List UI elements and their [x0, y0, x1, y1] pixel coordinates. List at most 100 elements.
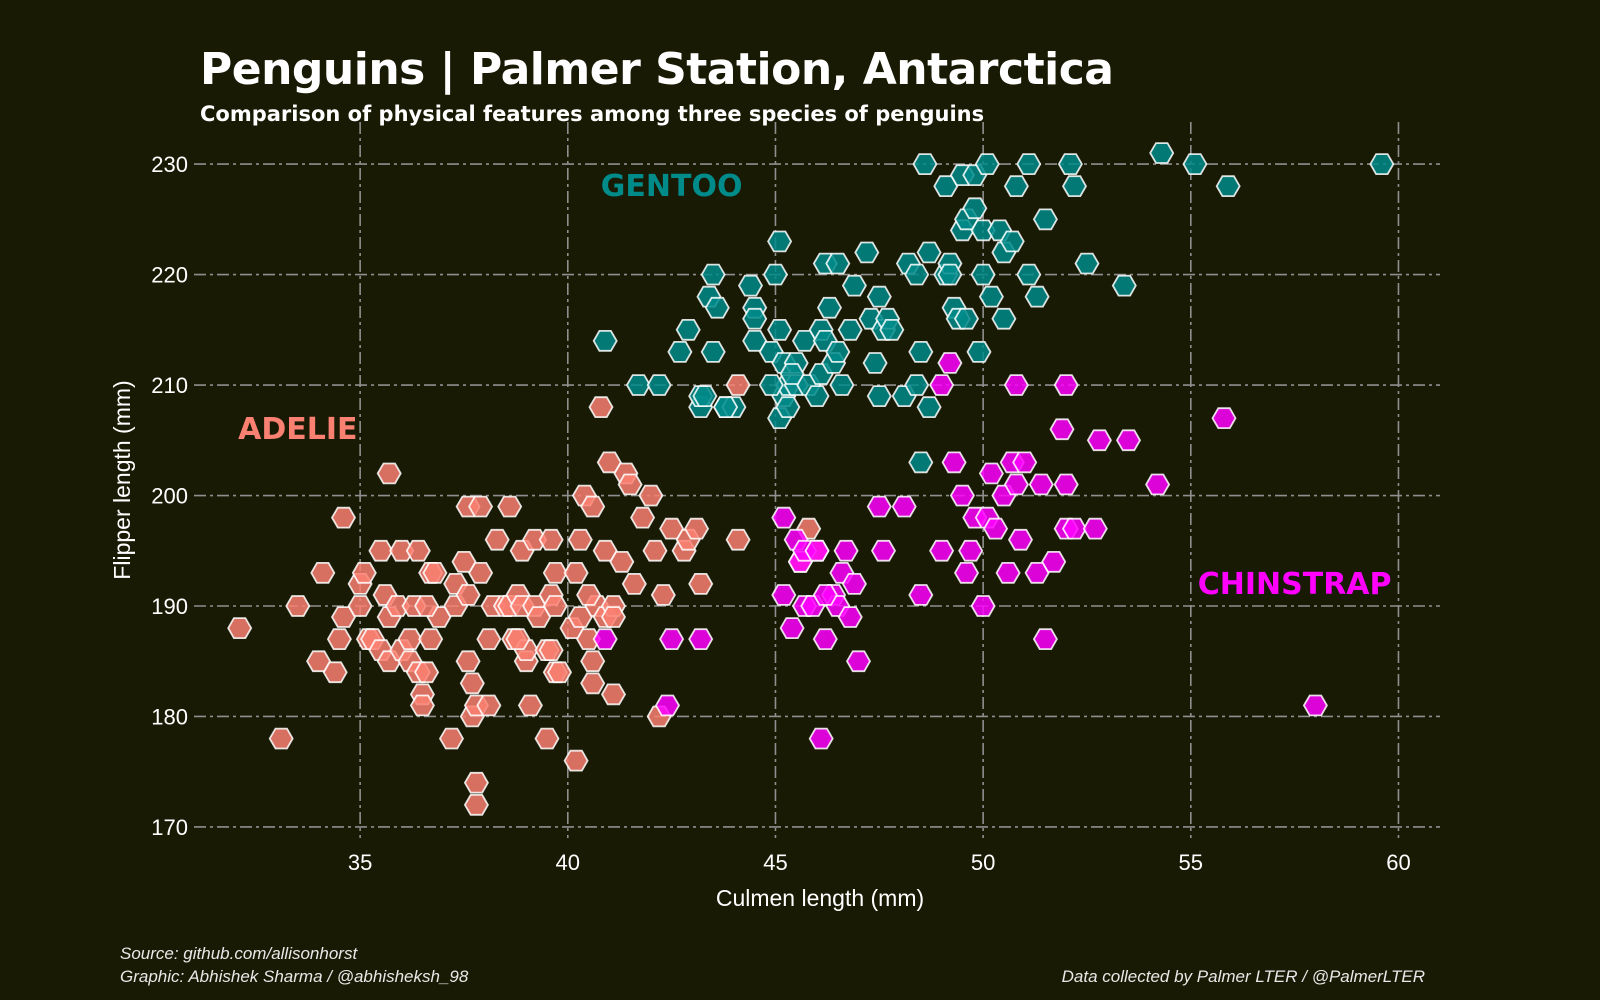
data-point: [414, 595, 440, 617]
species-label: ADELIE: [238, 412, 357, 447]
data-point: [816, 296, 843, 319]
data-point: [970, 219, 996, 242]
data-point: [268, 727, 294, 750]
data-point: [638, 484, 664, 507]
data-point: [775, 396, 801, 419]
data-point: [1053, 473, 1079, 496]
x-tick-label: 55: [1179, 850, 1203, 875]
data-point: [592, 628, 618, 650]
data-point: [405, 539, 431, 562]
data-point: [1074, 252, 1100, 275]
footer-source: Source: github.com/allisonhorst: [120, 944, 358, 963]
data-point: [438, 727, 465, 750]
data-point: [808, 727, 834, 750]
data-point: [929, 539, 955, 562]
data-point: [588, 396, 614, 419]
data-point: [970, 595, 996, 617]
data-point: [804, 385, 830, 408]
data-point: [1012, 451, 1038, 474]
series-group: [592, 142, 1395, 474]
chart-title: Penguins | Palmer Station, Antarctica: [200, 44, 1114, 95]
data-point: [538, 639, 564, 661]
x-tick-label: 45: [763, 850, 787, 875]
data-point: [592, 329, 618, 352]
data-point: [451, 551, 477, 573]
data-point: [1111, 274, 1137, 297]
data-point: [1215, 175, 1241, 198]
data-point: [384, 595, 411, 617]
data-point: [737, 274, 764, 297]
data-point: [725, 528, 751, 551]
data-point: [999, 230, 1025, 253]
data-point: [833, 539, 859, 562]
data-point: [1007, 528, 1034, 551]
data-point: [1211, 407, 1237, 430]
data-point: [580, 650, 606, 673]
data-point: [937, 263, 963, 286]
data-point: [974, 153, 1000, 176]
y-tick-label: 170: [151, 815, 188, 840]
data-point: [700, 263, 726, 286]
data-point: [841, 274, 867, 297]
data-point: [758, 374, 784, 396]
data-point: [995, 562, 1021, 584]
data-point: [322, 661, 348, 684]
data-point: [330, 506, 357, 529]
data-point: [912, 153, 938, 176]
data-point: [227, 617, 253, 639]
data-point: [953, 562, 980, 584]
data-point: [409, 694, 435, 717]
data-point: [804, 539, 830, 562]
data-point: [1003, 374, 1029, 396]
data-point: [929, 374, 955, 396]
data-point: [1049, 418, 1075, 441]
data-point: [414, 661, 440, 684]
data-point: [1003, 175, 1029, 198]
x-tick-label: 40: [556, 850, 580, 875]
x-axis-label: Culmen length (mm): [716, 885, 924, 911]
data-point: [837, 318, 863, 341]
data-point: [455, 650, 481, 673]
series-group: [227, 374, 830, 816]
data-point: [667, 340, 693, 363]
footer-credit: Data collected by Palmer LTER / @PalmerL…: [1061, 967, 1425, 986]
data-point: [654, 694, 681, 717]
data-point: [779, 617, 805, 639]
species-label: CHINSTRAP: [1198, 567, 1392, 602]
data-point: [1061, 517, 1088, 540]
data-point: [966, 340, 992, 363]
data-point: [505, 628, 531, 650]
data-point: [1032, 208, 1058, 231]
data-point: [916, 241, 942, 264]
y-axis-label: Flipper length (mm): [109, 380, 135, 579]
data-point: [542, 562, 568, 584]
data-point: [1086, 429, 1112, 452]
data-point: [1053, 374, 1079, 396]
data-point: [854, 241, 880, 264]
data-point: [970, 263, 996, 286]
y-tick-label: 200: [151, 484, 188, 509]
data-point: [862, 352, 888, 374]
data-point: [725, 374, 751, 396]
x-tick-label: 50: [971, 850, 995, 875]
data-point: [829, 374, 855, 396]
y-tick-label: 180: [151, 704, 188, 729]
data-point: [609, 551, 635, 573]
data-point: [704, 296, 730, 319]
data-point: [1057, 153, 1083, 176]
data-point: [742, 307, 768, 330]
data-point: [463, 771, 489, 794]
data-point: [326, 628, 352, 650]
data-point: [908, 451, 934, 474]
data-point: [1032, 628, 1058, 650]
data-point: [580, 672, 606, 695]
data-point: [646, 374, 672, 396]
data-point: [904, 263, 930, 286]
data-point: [347, 595, 373, 617]
data-point: [625, 374, 651, 396]
data-point: [630, 506, 656, 529]
data-point: [1003, 473, 1029, 496]
data-point: [522, 528, 548, 551]
data-point: [866, 495, 892, 518]
data-point: [1061, 175, 1088, 198]
